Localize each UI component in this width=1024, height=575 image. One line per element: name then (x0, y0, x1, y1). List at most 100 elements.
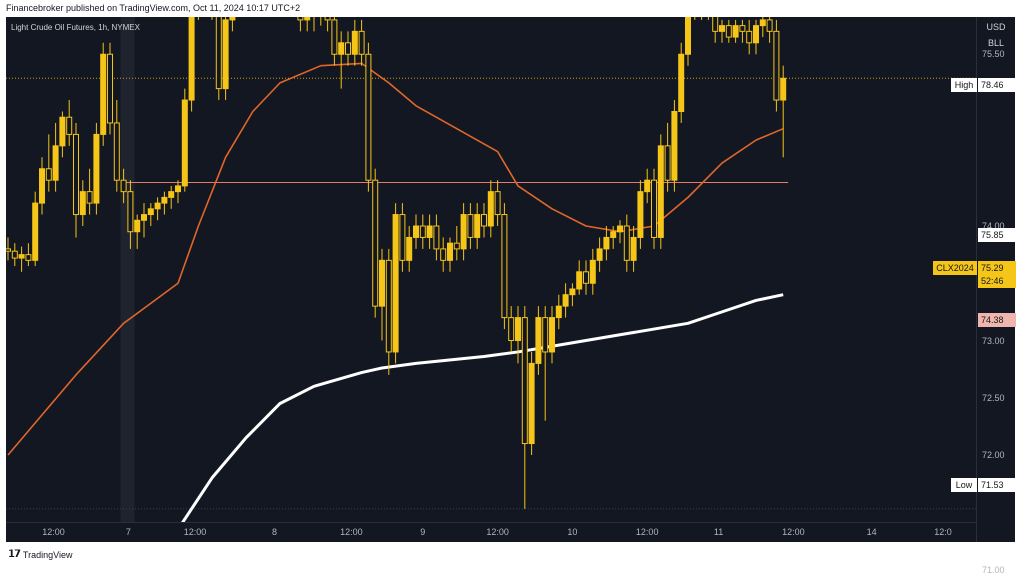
candle (147, 203, 154, 226)
price-chart[interactable] (6, 17, 976, 522)
candle (392, 203, 399, 364)
candle (406, 226, 413, 272)
candle (501, 203, 508, 330)
candle-body (215, 17, 222, 90)
price-tick-label: 75.50 (982, 49, 1005, 60)
candle-body (746, 30, 753, 44)
candle-body (385, 259, 392, 353)
candle (719, 19, 725, 43)
candle (630, 226, 637, 272)
candle-body (304, 17, 311, 21)
candle (313, 17, 315, 32)
candle-body (515, 317, 521, 342)
candle (555, 294, 562, 330)
candle-body (419, 225, 426, 238)
candle (79, 180, 86, 226)
candle (494, 180, 501, 226)
tradingview-logo-icon: 𝟭𝟳 (8, 549, 21, 560)
time-axis[interactable]: 12:00 7 12:00 8 12:00 9 12:00 10 12:00 11 12:00 14 1… (6, 522, 976, 542)
candle (45, 134, 52, 192)
candle-body (6, 248, 11, 252)
price-tick-label: 76.00 (982, 0, 1005, 2)
time-tick-label: 12:00 (782, 527, 805, 537)
currency-unit[interactable]: BLL (987, 38, 1004, 48)
candle-body (651, 179, 657, 238)
ema-line-2 (181, 293, 784, 522)
candle-body (759, 19, 766, 27)
price-tick-label: 73.00 (982, 335, 1005, 346)
candle-body (229, 17, 236, 21)
currency-usd[interactable]: USD (986, 22, 1006, 32)
candle (113, 100, 120, 192)
support-tag: 74.38 (978, 313, 1016, 327)
high-label: High (951, 78, 977, 92)
candle (753, 19, 759, 55)
candle (549, 306, 555, 364)
candle-body (637, 191, 644, 238)
candle-body (433, 225, 440, 250)
candle (759, 17, 766, 38)
candle-body (732, 25, 739, 38)
candle (120, 168, 127, 204)
candle (562, 283, 569, 318)
chart-frame[interactable]: Light Crude Oil Futures, 1h, NYMEX USD B… (6, 0, 1016, 575)
candle (331, 17, 338, 66)
candle (6, 237, 11, 261)
candle (304, 17, 311, 32)
candle-body (617, 225, 623, 233)
session-highlight (120, 17, 135, 522)
candle (589, 248, 596, 295)
candle-body (664, 145, 671, 181)
candle (127, 180, 134, 249)
candle-body (11, 250, 18, 259)
candle (11, 243, 18, 267)
price-tick-label: 72.00 (982, 450, 1005, 460)
time-tick-label: 12:00 (183, 527, 207, 537)
candle-body (460, 214, 467, 250)
candle (542, 306, 549, 421)
candle-body (528, 362, 535, 445)
candle-body (32, 202, 39, 261)
candle-body (59, 116, 66, 147)
candle (86, 168, 93, 215)
candle (32, 191, 39, 267)
candle (59, 111, 66, 158)
candle (100, 42, 107, 146)
candle-body (168, 191, 175, 198)
candle (583, 260, 589, 295)
candle (766, 17, 773, 43)
candle (66, 100, 73, 146)
candle (694, 17, 696, 20)
candle (460, 203, 467, 261)
candle-body (508, 317, 515, 342)
candle (637, 180, 644, 249)
candle-body (481, 214, 487, 227)
candle (739, 19, 746, 43)
candle (93, 122, 100, 215)
time-tick-label: 12:00 (340, 527, 363, 537)
candle-body (596, 248, 603, 261)
candle-body (453, 242, 460, 250)
candle-body (753, 25, 759, 44)
time-tick-label: 11 (713, 527, 724, 537)
candle (181, 88, 188, 192)
plot-area[interactable]: Light Crude Oil Futures, 1h, NYMEX (6, 17, 976, 522)
low-value: 71.53 (978, 478, 1016, 492)
candle-body (712, 17, 719, 32)
candle (141, 203, 147, 238)
candle-body (66, 116, 73, 135)
candle-body (644, 179, 651, 193)
brand-name: TradingView (22, 549, 73, 560)
price-axis[interactable]: USD BLL 78.0077.5077.0076.5076.0075.5074… (933, 0, 1016, 575)
candle-body (535, 317, 542, 364)
candle (379, 248, 385, 341)
candle (338, 31, 345, 89)
candle-body (657, 145, 664, 238)
candle-body (154, 202, 161, 210)
candle (685, 17, 691, 66)
candle-body (610, 231, 617, 238)
candle-body (372, 179, 379, 307)
candle-body (447, 242, 453, 261)
symbol-tag: CLX2024 (933, 261, 977, 275)
candle (372, 168, 379, 318)
